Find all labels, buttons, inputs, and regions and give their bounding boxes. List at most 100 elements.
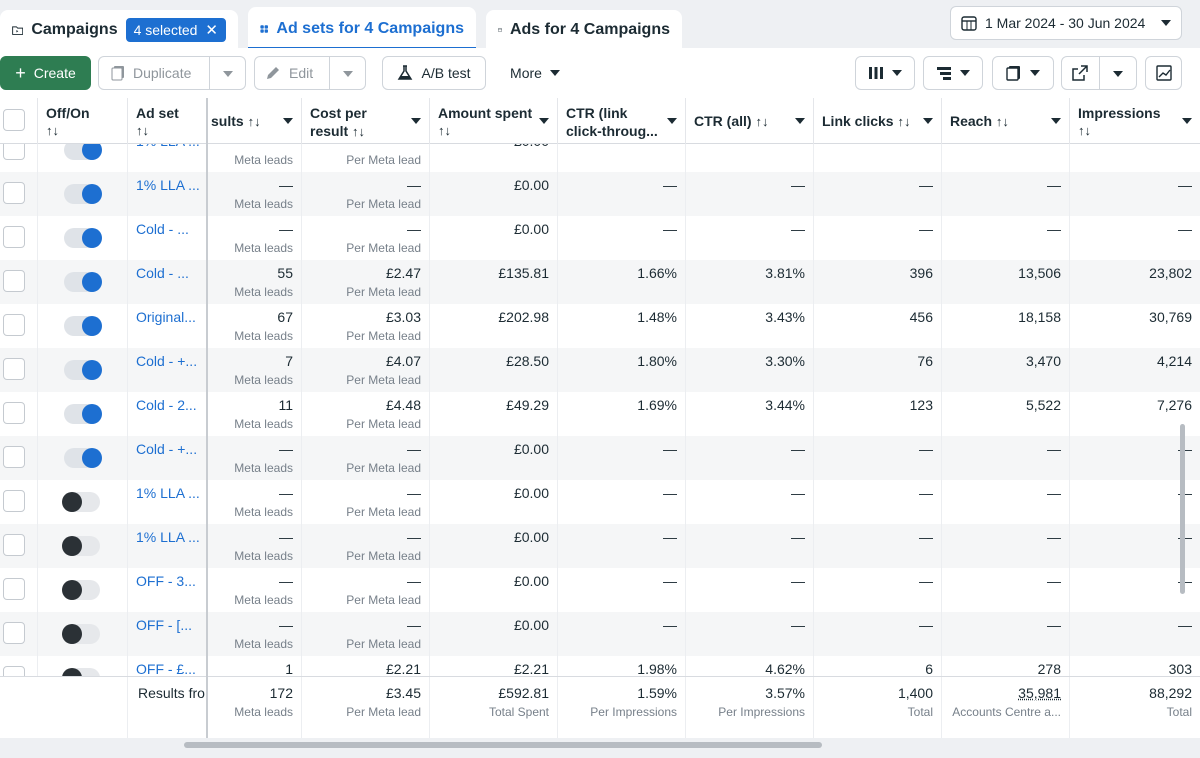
sort-icon[interactable]: ↑↓: [995, 114, 1009, 129]
table-row[interactable]: 1% LLA ... — Meta leads — Per Meta lead £0.00…: [0, 144, 1200, 172]
totals-reach-value[interactable]: 35,981: [1018, 685, 1061, 701]
adset-name-link[interactable]: Cold - +...: [136, 353, 198, 369]
delivery-toggle[interactable]: [64, 272, 102, 292]
sort-icon[interactable]: ↑↓: [46, 123, 59, 138]
duplicate-button[interactable]: Duplicate: [98, 56, 246, 90]
row-checkbox[interactable]: [3, 446, 25, 468]
edit-button[interactable]: Edit: [254, 56, 366, 90]
table-row[interactable]: Cold - +... — Meta leads — Per Meta lead £0.0…: [0, 436, 1200, 480]
header-offon[interactable]: Off/On ↑↓: [38, 98, 128, 144]
delivery-toggle[interactable]: [62, 668, 100, 676]
row-checkbox[interactable]: [3, 144, 25, 160]
more-button[interactable]: More: [496, 56, 574, 90]
header-amount-spent[interactable]: Amount spent ↑↓: [430, 98, 558, 144]
header-cost-per-result[interactable]: Cost per result ↑↓: [302, 98, 430, 144]
row-checkbox[interactable]: [3, 314, 25, 336]
sort-icon[interactable]: ↑↓: [897, 114, 911, 129]
tab-campaigns[interactable]: Campaigns 4 selected ✕: [0, 10, 238, 50]
delivery-toggle[interactable]: [64, 360, 102, 380]
header-select-all[interactable]: [0, 98, 38, 144]
adset-name-link[interactable]: 1% LLA ...: [136, 144, 200, 149]
header-link-clicks[interactable]: Link clicks ↑↓: [814, 98, 942, 144]
row-checkbox[interactable]: [3, 622, 25, 644]
sort-icon[interactable]: ↑↓: [247, 114, 261, 129]
row-checkbox[interactable]: [3, 182, 25, 204]
export-button[interactable]: [1061, 56, 1137, 90]
adset-name-link[interactable]: 1% LLA ...: [136, 177, 200, 193]
reports-button[interactable]: [992, 56, 1054, 90]
export-dropdown-icon[interactable]: [1113, 71, 1123, 77]
table-row[interactable]: 1% LLA ... — Meta leads — Per Meta lead £0.00…: [0, 480, 1200, 524]
delivery-toggle[interactable]: [64, 228, 102, 248]
adset-name-link[interactable]: Cold - 2...: [136, 397, 197, 413]
breakdown-button[interactable]: [923, 56, 983, 90]
date-range-picker[interactable]: 1 Mar 2024 - 30 Jun 2024: [950, 6, 1182, 40]
table-row[interactable]: OFF - 3... — Meta leads — Per Meta lead £0.00…: [0, 568, 1200, 612]
delivery-toggle[interactable]: [62, 580, 100, 600]
header-spent-dropdown-icon[interactable]: [539, 118, 549, 124]
tab-ads[interactable]: Ads for 4 Campaigns: [486, 10, 682, 50]
adset-name-link[interactable]: Cold - ...: [136, 265, 189, 281]
table-row[interactable]: Cold - 2... 11 Meta leads £4.48 Per Meta lea…: [0, 392, 1200, 436]
delivery-toggle[interactable]: [64, 448, 102, 468]
delivery-toggle[interactable]: [64, 316, 102, 336]
delivery-toggle[interactable]: [62, 492, 100, 512]
select-all-checkbox[interactable]: [3, 109, 25, 131]
row-checkbox[interactable]: [3, 578, 25, 600]
delivery-toggle[interactable]: [62, 624, 100, 644]
delivery-toggle[interactable]: [64, 404, 102, 424]
delivery-toggle[interactable]: [62, 536, 100, 556]
adset-name-link[interactable]: OFF - [...: [136, 617, 192, 633]
columns-button[interactable]: [855, 56, 915, 90]
row-checkbox[interactable]: [3, 270, 25, 292]
header-impressions-dropdown-icon[interactable]: [1182, 118, 1192, 124]
row-checkbox[interactable]: [3, 402, 25, 424]
adset-name-link[interactable]: Cold - +...: [136, 441, 198, 457]
header-ctr-link[interactable]: CTR (link click-throug...: [558, 98, 686, 144]
horizontal-scrollbar[interactable]: [184, 742, 822, 748]
adset-name-link[interactable]: Original...: [136, 309, 196, 325]
table-row[interactable]: OFF - [... — Meta leads — Per Meta lead £0.00…: [0, 612, 1200, 656]
sort-icon[interactable]: ↑↓: [1078, 123, 1091, 138]
row-checkbox[interactable]: [3, 666, 25, 676]
header-ctr-all-dropdown-icon[interactable]: [795, 118, 805, 124]
vertical-scrollbar[interactable]: [1180, 424, 1185, 594]
adset-name-link[interactable]: OFF - 3...: [136, 573, 196, 589]
duplicate-dropdown-icon[interactable]: [223, 71, 233, 77]
header-impressions[interactable]: Impressions ↑↓: [1070, 98, 1200, 144]
table-row[interactable]: Original... 67 Meta leads £3.03 Per Meta lea…: [0, 304, 1200, 348]
table-row[interactable]: 1% LLA ... — Meta leads — Per Meta lead £0.00…: [0, 524, 1200, 568]
header-results-dropdown-icon[interactable]: [283, 118, 293, 124]
sort-icon[interactable]: ↑↓: [438, 123, 451, 138]
sort-icon[interactable]: ↑↓: [755, 114, 769, 129]
adset-name-link[interactable]: OFF - £...: [136, 661, 196, 676]
header-link-clicks-dropdown-icon[interactable]: [923, 118, 933, 124]
adset-name-link[interactable]: 1% LLA ...: [136, 529, 200, 545]
header-cpr-dropdown-icon[interactable]: [411, 118, 421, 124]
delivery-toggle[interactable]: [64, 144, 102, 160]
adset-name-link[interactable]: Cold - ...: [136, 221, 189, 237]
tab-adsets[interactable]: Ad sets for 4 Campaigns: [248, 7, 476, 50]
table-row[interactable]: Cold - +... 7 Meta leads £4.07 Per Meta lead…: [0, 348, 1200, 392]
chart-button[interactable]: [1145, 56, 1182, 90]
row-checkbox[interactable]: [3, 226, 25, 248]
ab-test-button[interactable]: A/B test: [382, 56, 486, 90]
row-checkbox[interactable]: [3, 534, 25, 556]
edit-dropdown-icon[interactable]: [343, 71, 353, 77]
header-adset[interactable]: Ad set ↑↓: [128, 98, 207, 144]
row-checkbox[interactable]: [3, 358, 25, 380]
adset-name-link[interactable]: 1% LLA ...: [136, 485, 200, 501]
table-row[interactable]: Cold - ... 55 Meta leads £2.47 Per Meta lead…: [0, 260, 1200, 304]
delivery-toggle[interactable]: [64, 184, 102, 204]
header-reach-dropdown-icon[interactable]: [1051, 118, 1061, 124]
sort-icon[interactable]: ↑↓: [352, 124, 366, 139]
header-ctr-link-dropdown-icon[interactable]: [667, 118, 677, 124]
table-row[interactable]: Cold - ... — Meta leads — Per Meta lead £0.00…: [0, 216, 1200, 260]
sort-icon[interactable]: ↑↓: [136, 123, 149, 138]
header-ctr-all[interactable]: CTR (all) ↑↓: [686, 98, 814, 144]
header-reach[interactable]: Reach ↑↓: [942, 98, 1070, 144]
selected-badge[interactable]: 4 selected ✕: [125, 18, 226, 42]
header-results[interactable]: sults ↑↓: [207, 98, 302, 144]
create-button[interactable]: + Create: [0, 56, 91, 90]
clear-selection-icon[interactable]: ✕: [205, 21, 218, 39]
